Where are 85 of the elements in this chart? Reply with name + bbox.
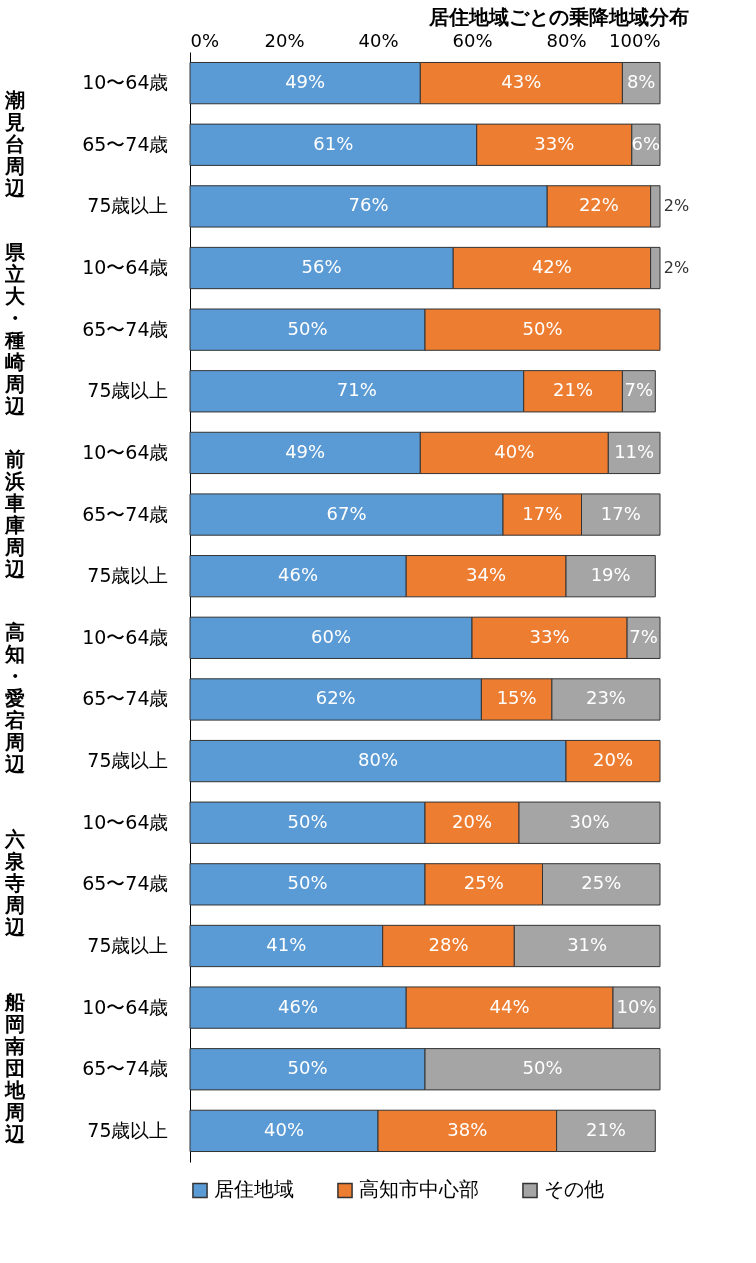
data-label: 38%	[447, 1118, 488, 1140]
data-label: 44%	[489, 995, 530, 1017]
y-tick-label: 10〜64歳	[82, 995, 169, 1018]
data-label: 8%	[626, 71, 656, 93]
y-tick-label: 75歳以上	[87, 1118, 169, 1141]
data-label: 17%	[600, 502, 641, 524]
data-label: 61%	[313, 132, 354, 154]
data-label: 50%	[287, 317, 328, 339]
data-label: 50%	[522, 1057, 563, 1079]
legend-label: 高知市中心部	[359, 1177, 479, 1202]
data-label: 17%	[522, 502, 563, 524]
x-tick-label: 100%	[609, 29, 661, 51]
x-tick-label: 60%	[452, 29, 493, 51]
y-tick-label: 75歳以上	[87, 194, 169, 217]
y-tick-label: 75歳以上	[87, 933, 169, 956]
text: 船岡南団地周辺	[4, 990, 26, 1147]
text: 六泉寺周辺	[4, 827, 26, 940]
x-tick-label: 0%	[190, 29, 220, 51]
data-label: 41%	[266, 933, 307, 955]
data-label: 50%	[287, 810, 328, 832]
data-label: 76%	[348, 194, 389, 216]
y-tick-label: 10〜64歳	[82, 810, 169, 833]
text: 高知・愛宕周辺	[4, 620, 26, 777]
data-label: 28%	[428, 933, 469, 955]
data-label: 43%	[501, 71, 542, 93]
y-tick-label: 10〜64歳	[82, 71, 169, 94]
y-tick-label: 75歳以上	[87, 379, 169, 402]
data-label: 21%	[585, 1118, 626, 1140]
data-label: 6%	[631, 132, 661, 154]
data-label: 25%	[463, 872, 504, 894]
data-label: 30%	[569, 810, 610, 832]
y-tick-label: 65〜74歳	[82, 317, 169, 340]
y-tick-label: 65〜74歳	[82, 502, 169, 525]
data-label: 40%	[263, 1118, 305, 1140]
legend-label: 居住地域	[214, 1177, 294, 1202]
data-label: 50%	[287, 1057, 328, 1079]
y-tick-label: 10〜64歳	[82, 440, 169, 463]
data-label: 42%	[531, 256, 572, 278]
x-tick-label: 20%	[264, 29, 305, 51]
data-label: 2%	[663, 196, 690, 216]
y-tick-label: 65〜74歳	[82, 1057, 169, 1080]
y-tick-label: 65〜74歳	[82, 132, 169, 155]
data-label: 50%	[287, 872, 328, 894]
y-tick-label: 65〜74歳	[82, 687, 169, 710]
x-tick-label: 80%	[546, 29, 587, 51]
legend-label: その他	[544, 1177, 604, 1202]
data-label: 34%	[466, 564, 507, 586]
data-label: 22%	[578, 194, 619, 216]
data-label: 49%	[285, 440, 326, 462]
y-tick-label: 75歳以上	[87, 564, 169, 587]
data-label: 50%	[522, 317, 563, 339]
data-label: 46%	[278, 995, 319, 1017]
data-label: 23%	[585, 687, 626, 709]
data-label: 15%	[496, 687, 537, 709]
data-label: 46%	[278, 564, 319, 586]
data-label: 49%	[285, 71, 326, 93]
data-label: 10%	[616, 995, 657, 1017]
data-label: 7%	[624, 379, 654, 401]
data-label: 33%	[534, 132, 575, 154]
data-label: 25%	[581, 872, 622, 894]
data-label: 19%	[590, 564, 631, 586]
data-label: 11%	[614, 440, 655, 462]
y-tick-label: 10〜64歳	[82, 625, 169, 648]
text: 前浜車庫周辺	[4, 446, 26, 581]
data-label: 2%	[663, 258, 690, 278]
data-label: 33%	[529, 625, 570, 647]
data-label: 7%	[629, 625, 658, 647]
text: 県立大・種崎周辺	[4, 239, 26, 418]
data-label: 80%	[357, 749, 399, 771]
y-tick-label: 10〜64歳	[82, 256, 169, 279]
data-label: 71%	[336, 379, 377, 401]
y-tick-label: 65〜74歳	[82, 872, 169, 895]
chart-title: 居住地域ごとの乗降地域分布	[428, 5, 690, 29]
data-label: 60%	[310, 625, 352, 647]
data-label: 67%	[326, 502, 367, 524]
x-tick-label: 40%	[358, 29, 399, 51]
data-label: 20%	[451, 810, 493, 832]
data-label: 62%	[315, 687, 356, 709]
text: 潮見台周辺	[4, 87, 26, 200]
data-label: 31%	[567, 933, 608, 955]
data-label: 56%	[301, 256, 342, 278]
data-label: 21%	[553, 379, 594, 401]
y-tick-label: 75歳以上	[87, 749, 169, 772]
data-label: 20%	[592, 749, 634, 771]
data-label: 40%	[494, 440, 535, 462]
